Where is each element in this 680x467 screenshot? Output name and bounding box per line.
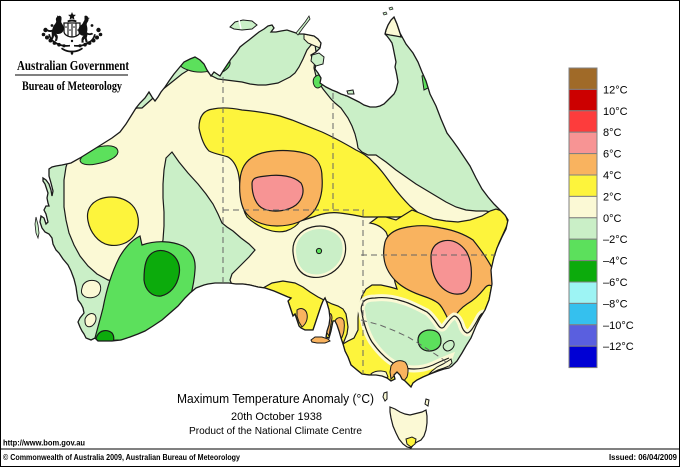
svg-text:Product of the National Climat: Product of the National Climate Centre <box>189 426 362 437</box>
svg-text:0°C: 0°C <box>603 213 622 225</box>
svg-text:8°C: 8°C <box>603 127 622 139</box>
svg-text:–2°C: –2°C <box>603 234 628 246</box>
svg-text:–6°C: –6°C <box>603 277 628 289</box>
svg-text:–12°C: –12°C <box>603 341 634 353</box>
svg-text:2°C: 2°C <box>603 191 622 203</box>
svg-text:Maximum Temperature Anomaly (°: Maximum Temperature Anomaly (°C) <box>177 392 374 406</box>
svg-text:6°C: 6°C <box>603 149 622 161</box>
svg-text:http://www.bom.gov.au: http://www.bom.gov.au <box>3 438 85 448</box>
svg-text:10°C: 10°C <box>603 106 628 118</box>
svg-text:20th October 1938: 20th October 1938 <box>231 411 322 423</box>
svg-text:12°C: 12°C <box>603 84 628 96</box>
svg-text:–10°C: –10°C <box>603 320 634 332</box>
svg-text:4°C: 4°C <box>603 170 622 182</box>
svg-text:Australian Government: Australian Government <box>17 59 129 74</box>
svg-text:–8°C: –8°C <box>603 298 628 310</box>
svg-text:–4°C: –4°C <box>603 256 628 268</box>
svg-text:Bureau of Meteorology: Bureau of Meteorology <box>22 79 123 93</box>
svg-text:Issued: 06/04/2009: Issued: 06/04/2009 <box>609 452 677 462</box>
svg-text:© Commonwealth of Australia 20: © Commonwealth of Australia 2009, Austra… <box>3 452 240 462</box>
